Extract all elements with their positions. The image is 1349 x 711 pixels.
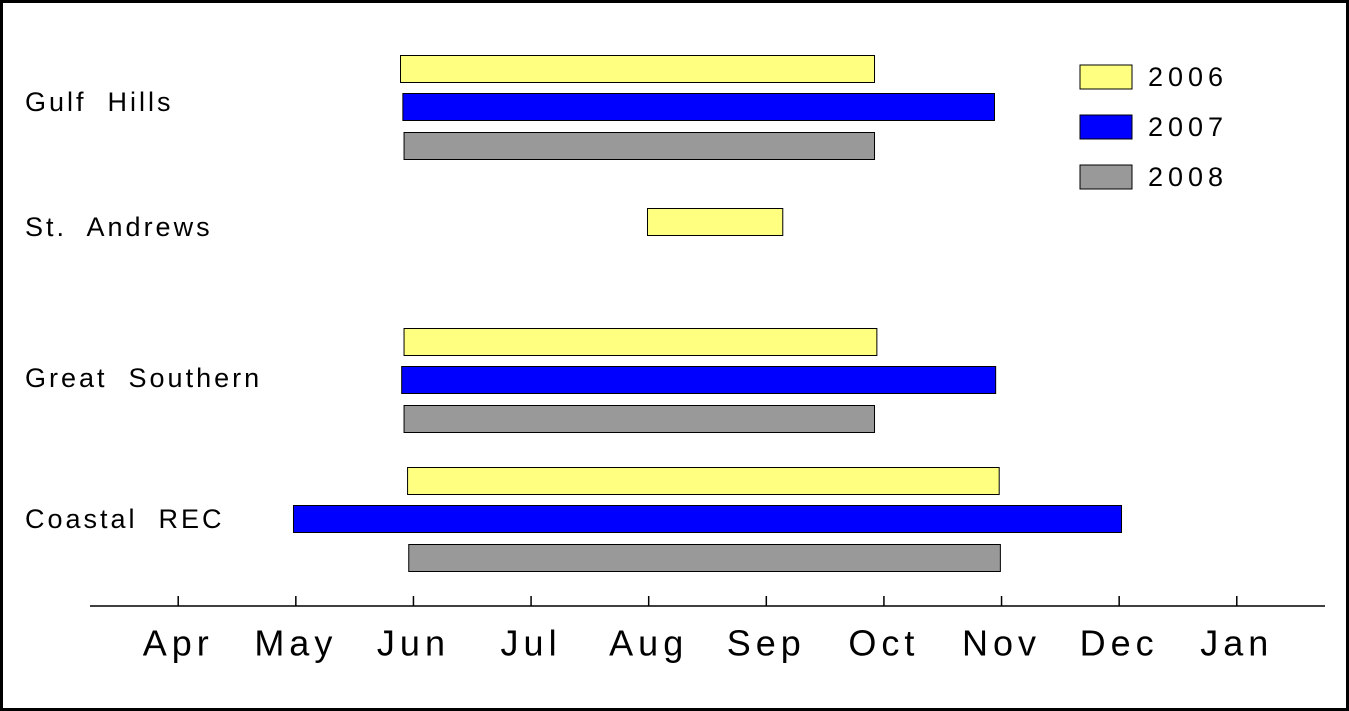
bar — [401, 366, 997, 394]
category-label: Coastal REC — [25, 504, 225, 534]
legend-label: 2007 — [1148, 112, 1228, 142]
bar — [403, 405, 876, 433]
x-tick-label: Apr — [143, 623, 214, 664]
legend-label: 2006 — [1148, 62, 1228, 92]
legend-label: 2008 — [1148, 162, 1228, 192]
bar — [292, 505, 1123, 533]
x-tick-label: Jun — [377, 623, 450, 664]
x-tick-label: Sep — [727, 623, 806, 664]
bar — [402, 93, 995, 121]
bar — [407, 467, 1000, 495]
bar — [647, 208, 784, 236]
bar — [400, 55, 876, 83]
x-tick-label: Jul — [501, 623, 562, 664]
x-tick-label: Dec — [1080, 623, 1159, 664]
x-tick-label: Oct — [848, 623, 919, 664]
bar — [408, 544, 1001, 572]
x-tick-label: Jan — [1200, 623, 1273, 664]
legend-swatch — [1079, 64, 1133, 90]
x-tick-label: Aug — [609, 623, 688, 664]
category-label: Great Southern — [25, 363, 262, 393]
bar — [403, 328, 878, 356]
x-tick-label: May — [254, 623, 337, 664]
bar — [403, 132, 876, 160]
legend-swatch — [1079, 114, 1133, 140]
legend-swatch — [1079, 164, 1133, 190]
category-label: Gulf Hills — [25, 87, 174, 117]
x-tick-label: Nov — [962, 623, 1041, 664]
category-label: St. Andrews — [25, 212, 213, 242]
